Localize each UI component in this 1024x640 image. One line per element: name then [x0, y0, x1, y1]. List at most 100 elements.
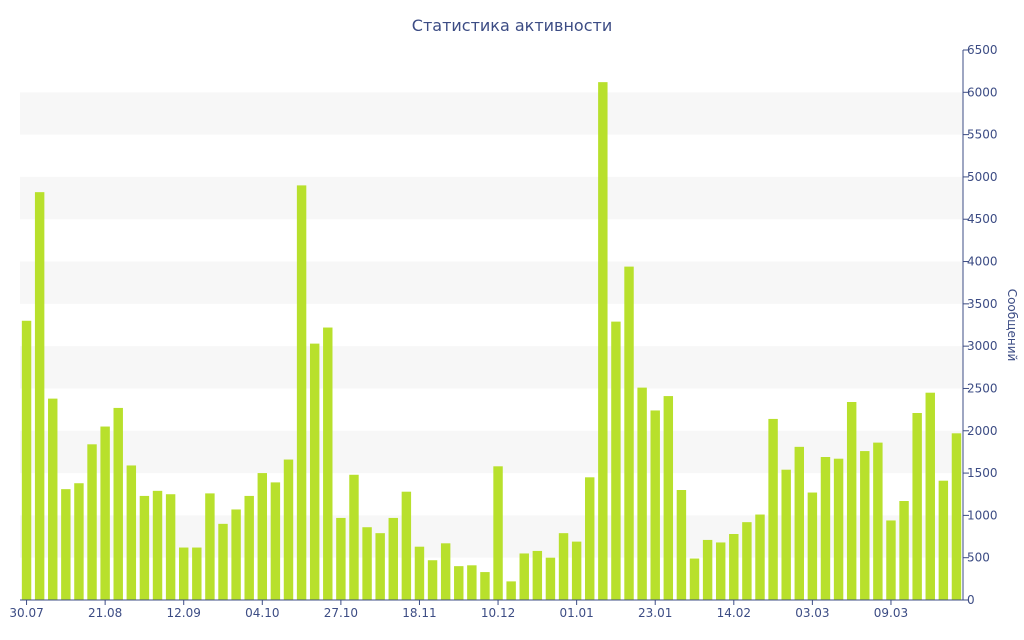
x-tick-label: 14.02 [717, 606, 751, 620]
y-tick-label: 5000 [967, 170, 998, 184]
y-tick-label: 0 [967, 593, 975, 607]
bar[interactable] [506, 581, 516, 600]
bar[interactable] [401, 491, 412, 600]
bar[interactable] [480, 572, 490, 600]
bar[interactable] [781, 469, 791, 600]
bar[interactable] [938, 480, 949, 600]
grid-band [20, 261, 963, 304]
bar[interactable] [899, 501, 909, 600]
bar[interactable] [493, 466, 503, 600]
bar[interactable] [729, 534, 739, 600]
bar[interactable] [532, 550, 543, 600]
bar[interactable] [179, 547, 189, 600]
bar[interactable] [611, 321, 621, 600]
bar[interactable] [139, 495, 150, 600]
bar[interactable] [61, 489, 71, 600]
bar[interactable] [755, 514, 765, 600]
x-tick-label: 04.10 [245, 606, 279, 620]
bar[interactable] [912, 413, 922, 600]
x-tick-label: 23.01 [638, 606, 672, 620]
bar[interactable] [126, 465, 137, 600]
bar[interactable] [925, 392, 935, 600]
y-tick-label: 500 [967, 551, 990, 565]
bar[interactable] [205, 493, 215, 600]
x-tick-label: 03.03 [795, 606, 829, 620]
bar[interactable] [336, 517, 346, 600]
bar[interactable] [768, 418, 778, 600]
bar[interactable] [545, 557, 556, 600]
y-tick-label: 3500 [967, 297, 998, 311]
x-tick-label: 21.08 [88, 606, 122, 620]
bar[interactable] [192, 547, 202, 600]
bar[interactable] [21, 320, 32, 600]
grid-band [20, 346, 963, 389]
bar[interactable] [689, 558, 700, 600]
bar[interactable] [388, 517, 398, 600]
bar[interactable] [951, 433, 962, 600]
y-tick-label: 2500 [967, 381, 998, 395]
bar[interactable] [637, 387, 647, 600]
bar[interactable] [257, 473, 268, 600]
y-tick-label: 1500 [967, 466, 998, 480]
bar[interactable] [244, 495, 254, 600]
bar[interactable] [349, 474, 359, 600]
bar[interactable] [585, 477, 595, 600]
bar[interactable] [807, 492, 818, 600]
bar[interactable] [820, 457, 831, 600]
bar[interactable] [270, 482, 281, 600]
bar[interactable] [34, 192, 45, 600]
y-tick-label: 1000 [967, 508, 998, 522]
grid-band [20, 515, 963, 558]
bar[interactable] [558, 533, 569, 600]
bar[interactable] [362, 527, 372, 600]
bar[interactable] [886, 520, 896, 600]
bar[interactable] [794, 446, 804, 600]
bar[interactable] [427, 560, 438, 600]
bar[interactable] [440, 543, 451, 600]
y-tick-label: 4000 [967, 255, 998, 269]
bar[interactable] [74, 483, 84, 600]
bar[interactable] [218, 523, 228, 600]
x-tick-label: 01.01 [559, 606, 593, 620]
bar[interactable] [87, 444, 97, 600]
bar[interactable] [650, 410, 660, 600]
grid-band [20, 176, 963, 220]
bar[interactable] [152, 490, 163, 600]
bar[interactable] [676, 490, 687, 600]
bar[interactable] [375, 533, 385, 600]
bar[interactable] [296, 185, 307, 600]
bar[interactable] [846, 402, 857, 600]
bar[interactable] [323, 327, 333, 600]
bar[interactable] [715, 542, 726, 600]
bar[interactable] [702, 539, 713, 600]
bar[interactable] [309, 343, 320, 600]
bar[interactable] [624, 266, 634, 600]
y-axis-title: Сообщений [1005, 289, 1019, 362]
bar[interactable] [100, 426, 110, 600]
grid-band [20, 92, 963, 135]
bar[interactable] [467, 565, 477, 600]
bar[interactable] [231, 509, 241, 600]
grid-bands [20, 92, 963, 558]
bar[interactable] [454, 566, 464, 600]
bar[interactable] [598, 82, 608, 600]
bar[interactable] [833, 458, 844, 600]
bar[interactable] [571, 541, 582, 600]
y-tick-label: 2000 [967, 424, 998, 438]
y-axis: 0 500 1000 1500 2000 2500 3000 3500 4000 4500 5000… [963, 43, 998, 607]
bar[interactable] [283, 459, 294, 600]
bar[interactable] [860, 451, 870, 600]
bar[interactable] [165, 494, 176, 600]
bar[interactable] [113, 407, 123, 600]
bar[interactable] [742, 522, 752, 600]
bar[interactable] [519, 553, 529, 600]
bar[interactable] [48, 398, 58, 600]
y-tick-label: 4500 [967, 212, 998, 226]
bar[interactable] [873, 442, 883, 600]
x-tick-label: 10.12 [481, 606, 515, 620]
chart-title: Статистика активности [412, 16, 612, 35]
bar[interactable] [414, 546, 425, 600]
y-tick-label: 3000 [967, 339, 998, 353]
bar[interactable] [663, 396, 674, 600]
